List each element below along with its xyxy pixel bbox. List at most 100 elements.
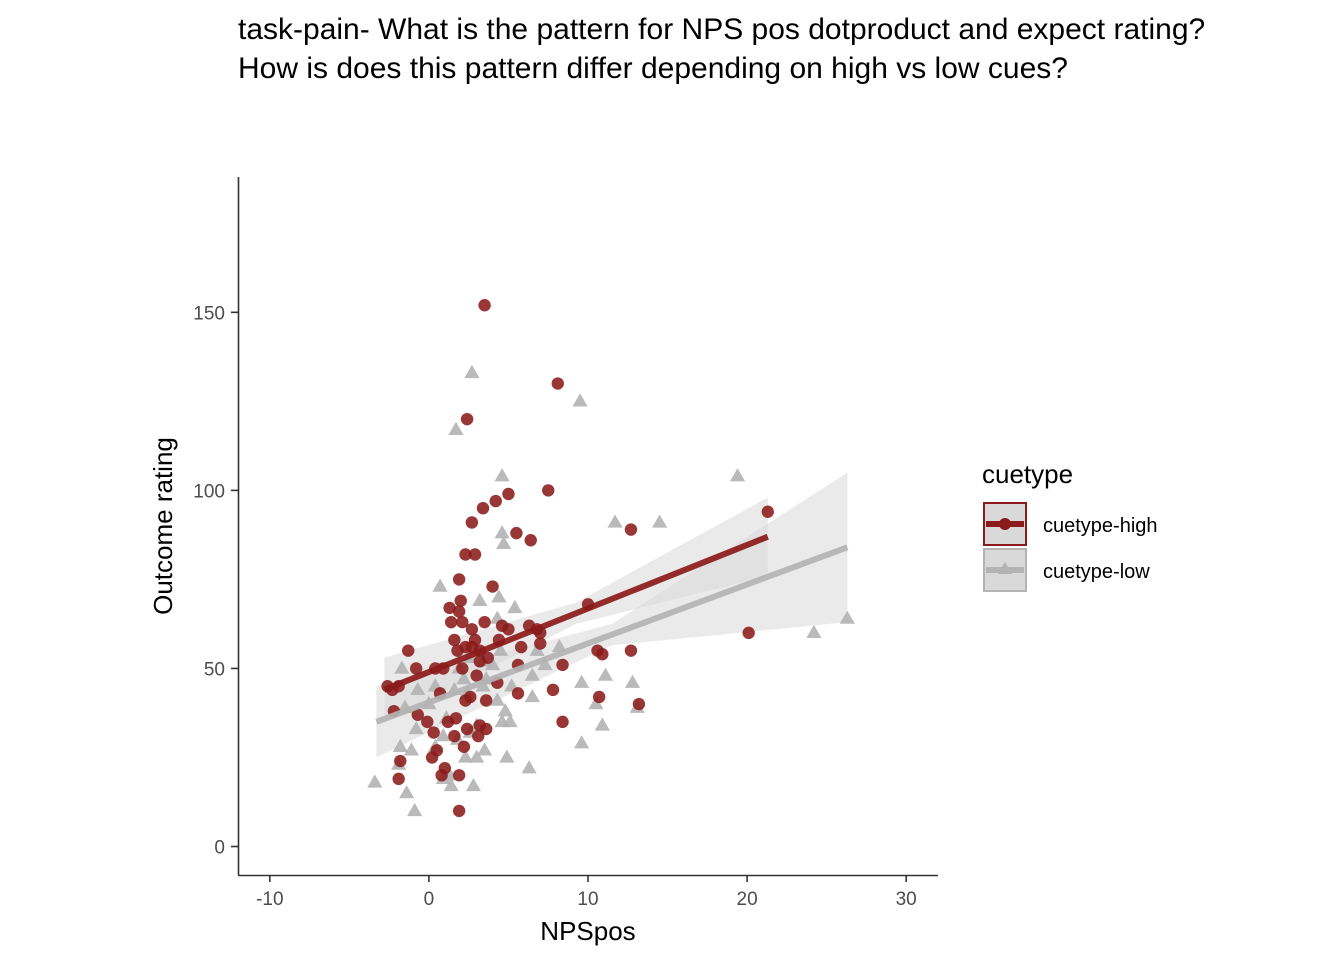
point-low-56 bbox=[403, 742, 420, 756]
legend-label-low: cuetype-low bbox=[1043, 561, 1150, 583]
point-high-69 bbox=[421, 715, 434, 729]
point-high-67 bbox=[556, 715, 569, 729]
y-tick-label-1: 50 bbox=[204, 659, 225, 680]
point-high-58 bbox=[546, 683, 560, 697]
point-high-63 bbox=[632, 697, 646, 711]
point-low-10 bbox=[491, 589, 507, 603]
point-low-7 bbox=[494, 525, 510, 539]
point-low-60 bbox=[499, 749, 515, 763]
point-low-5 bbox=[607, 514, 623, 528]
point-high-74 bbox=[448, 729, 461, 743]
title-line-1: task-pain- What is the pattern for NPS p… bbox=[238, 13, 1206, 46]
point-low-57 bbox=[476, 742, 493, 756]
legend-title: cuetype bbox=[982, 459, 1073, 489]
point-high-6 bbox=[476, 501, 490, 515]
point-high-0 bbox=[478, 299, 491, 312]
point-low-14 bbox=[806, 624, 822, 639]
point-low-27 bbox=[456, 671, 472, 685]
x-tick-label-3: 20 bbox=[737, 889, 758, 910]
point-high-48 bbox=[409, 662, 423, 675]
point-high-18 bbox=[452, 605, 466, 618]
fit-line-cuetype-low bbox=[375, 544, 849, 725]
point-high-12 bbox=[459, 548, 472, 561]
point-high-71 bbox=[479, 722, 493, 736]
legend-key-low-marker bbox=[998, 562, 1012, 574]
y-axis-label: Outcome rating bbox=[148, 437, 178, 615]
point-low-30 bbox=[624, 674, 641, 688]
point-high-76 bbox=[457, 740, 471, 753]
x-tick-label-1: 0 bbox=[424, 889, 435, 910]
point-high-81 bbox=[435, 769, 448, 782]
point-low-69 bbox=[406, 802, 423, 817]
point-high-72 bbox=[460, 722, 474, 736]
point-low-67 bbox=[367, 774, 383, 788]
point-high-16 bbox=[454, 594, 467, 607]
point-high-7 bbox=[465, 516, 479, 529]
point-high-29 bbox=[742, 626, 755, 640]
point-low-51 bbox=[435, 728, 451, 742]
point-high-84 bbox=[452, 804, 466, 818]
point-low-9 bbox=[432, 578, 448, 592]
point-low-1 bbox=[572, 393, 588, 407]
point-low-6 bbox=[651, 514, 668, 528]
point-high-23 bbox=[465, 623, 479, 636]
point-low-0 bbox=[464, 364, 480, 379]
point-low-48 bbox=[594, 717, 610, 731]
point-high-4 bbox=[502, 487, 515, 501]
point-low-37 bbox=[524, 688, 540, 703]
y-axis-ticks: 0 50 100 150 bbox=[193, 303, 238, 859]
point-low-68 bbox=[399, 785, 415, 799]
x-tick-label-2: 10 bbox=[577, 889, 598, 910]
point-high-68 bbox=[441, 715, 455, 729]
legend: cuetype cuetype-high cuetype-low bbox=[982, 459, 1158, 592]
point-high-13 bbox=[468, 548, 482, 561]
y-tick-label-2: 100 bbox=[193, 481, 225, 502]
point-low-58 bbox=[457, 749, 474, 763]
y-tick-label-0: 0 bbox=[214, 838, 225, 859]
point-low-65 bbox=[443, 777, 459, 792]
title-line-2: How is does this pattern differ dependin… bbox=[238, 52, 1068, 85]
point-low-55 bbox=[392, 738, 408, 752]
x-tick-label-4: 30 bbox=[896, 889, 917, 910]
point-high-75 bbox=[472, 729, 485, 743]
point-high-65 bbox=[411, 708, 424, 721]
point-high-33 bbox=[514, 640, 528, 654]
point-high-14 bbox=[452, 573, 466, 586]
point-high-73 bbox=[427, 726, 440, 739]
point-low-38 bbox=[489, 692, 505, 706]
point-low-53 bbox=[574, 735, 590, 749]
x-tick-label-0: -10 bbox=[256, 889, 283, 910]
fit-lines bbox=[375, 533, 849, 725]
x-axis-label: NPSpos bbox=[540, 916, 635, 946]
point-high-9 bbox=[624, 523, 638, 536]
point-low-12 bbox=[507, 599, 523, 614]
point-low-46 bbox=[502, 713, 518, 728]
point-high-51 bbox=[470, 669, 483, 682]
point-low-59 bbox=[469, 749, 485, 763]
point-high-57 bbox=[511, 687, 525, 700]
point-low-15 bbox=[839, 610, 855, 624]
point-high-11 bbox=[524, 534, 537, 547]
x-axis-ticks: -10 0 10 20 30 bbox=[256, 875, 917, 910]
point-high-44 bbox=[473, 655, 487, 668]
point-high-82 bbox=[452, 769, 466, 782]
point-low-26 bbox=[597, 667, 614, 681]
point-high-62 bbox=[479, 694, 493, 707]
point-low-8 bbox=[496, 535, 512, 550]
point-high-20 bbox=[456, 615, 469, 629]
point-high-61 bbox=[459, 694, 472, 707]
point-low-17 bbox=[492, 642, 509, 656]
point-high-34 bbox=[534, 637, 547, 650]
point-high-83 bbox=[392, 772, 405, 786]
point-low-42 bbox=[497, 703, 513, 717]
point-high-78 bbox=[425, 751, 439, 764]
y-tick-label-3: 150 bbox=[193, 303, 225, 324]
point-high-25 bbox=[502, 623, 515, 636]
point-high-39 bbox=[402, 644, 415, 657]
point-high-5 bbox=[489, 494, 502, 508]
point-high-15 bbox=[486, 580, 499, 593]
point-high-2 bbox=[460, 412, 474, 426]
point-low-49 bbox=[408, 720, 424, 735]
point-low-16 bbox=[551, 639, 567, 653]
